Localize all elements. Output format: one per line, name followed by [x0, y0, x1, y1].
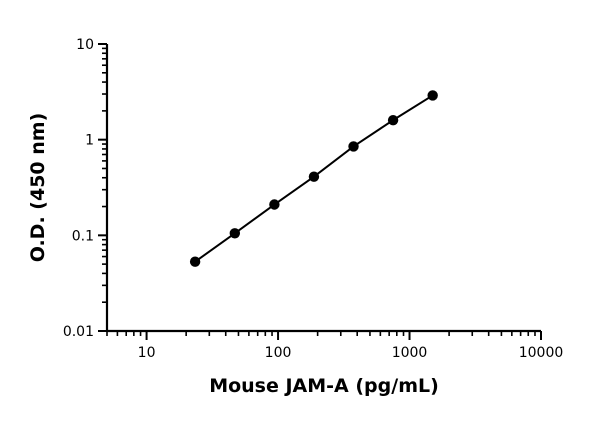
y-axis-title: O.D. (450 nm) [27, 113, 49, 263]
data-point [308, 171, 320, 182]
data-point [387, 114, 399, 126]
data-point [348, 141, 359, 152]
axes [105, 44, 541, 333]
data-point [427, 90, 438, 101]
y-tick-label: 10 [76, 37, 94, 53]
x-tick-label: 10 [138, 345, 156, 361]
y-tick-label: 0.01 [63, 324, 94, 340]
x-tick-label: 1000 [392, 345, 428, 361]
x-tick-label: 100 [265, 345, 292, 361]
data-point [229, 228, 241, 239]
data-point [189, 256, 201, 267]
data-point [269, 199, 280, 210]
x-axis-title: Mouse JAM-A (pg/mL) [209, 375, 439, 397]
tick-labels: 10 100 1000 10000 0.01 0.1 1 10 [63, 37, 563, 361]
y-tick-label: 1 [85, 133, 94, 149]
plot-area [189, 90, 438, 267]
ticks [98, 43, 542, 340]
x-tick-label: 10000 [519, 345, 564, 361]
y-tick-label: 0.1 [72, 228, 94, 244]
